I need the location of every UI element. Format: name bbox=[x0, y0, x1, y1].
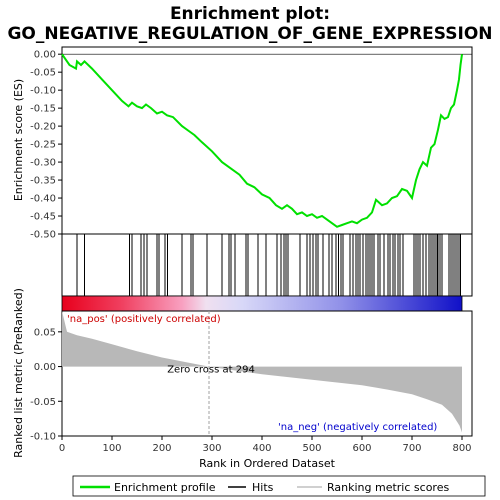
hits-panel bbox=[61, 233, 473, 297]
x-tick-label: 600 bbox=[352, 443, 371, 454]
legend: Enrichment profile Hits Ranking metric s… bbox=[72, 475, 486, 497]
legend-enrichment-label: Enrichment profile bbox=[114, 481, 216, 494]
enrichment-score-panel: 0.00 -0.05 -0.10 -0.15 -0.20 -0.25 -0.30 -0.35 -… bbox=[12, 46, 473, 241]
es-tick-label: -0.10 bbox=[30, 86, 56, 97]
x-tick-label: 700 bbox=[402, 443, 421, 454]
rank-tick-label: -0.05 bbox=[30, 397, 56, 408]
positive-correlation-label: 'na_pos' (positively correlated) bbox=[67, 314, 221, 325]
rank-y-axis-label: Ranked list metric (PreRanked) bbox=[12, 288, 25, 458]
x-tick-label: 400 bbox=[252, 443, 271, 454]
x-tick-label: 300 bbox=[202, 443, 221, 454]
ranked-metric-panel: 0.05 0.00 -0.05 -0.10 Zero cross at 294 'na… bbox=[12, 288, 473, 458]
es-y-axis-label: Enrichment score (ES) bbox=[12, 79, 25, 201]
x-tick-label: 0 bbox=[59, 443, 65, 454]
legend-hits-label: Hits bbox=[252, 481, 274, 494]
hits-panel-frame bbox=[61, 233, 473, 297]
es-tick-label: -0.15 bbox=[30, 104, 56, 115]
es-tick-label: -0.35 bbox=[30, 176, 56, 187]
rank-tick-label: -0.10 bbox=[30, 432, 56, 443]
enrichment-profile-line bbox=[61, 53, 463, 228]
rank-tick-label: 0.05 bbox=[34, 327, 56, 338]
es-tick-label: -0.50 bbox=[30, 230, 56, 241]
x-tick-label: 100 bbox=[102, 443, 121, 454]
x-tick-label: 200 bbox=[152, 443, 171, 454]
es-tick-label: -0.05 bbox=[30, 68, 56, 79]
x-tick-label: 500 bbox=[302, 443, 321, 454]
rank-y-ticks: 0.05 0.00 -0.05 -0.10 bbox=[30, 327, 62, 443]
es-panel-frame bbox=[61, 46, 473, 235]
legend-ranking-label: Ranking metric scores bbox=[327, 481, 449, 494]
hit-marks bbox=[76, 234, 461, 296]
chart-title-line2: GO_NEGATIVE_REGULATION_OF_GENE_EXPRESSIO… bbox=[7, 24, 492, 44]
zero-cross-label: Zero cross at 294 bbox=[167, 365, 255, 376]
es-tick-label: -0.30 bbox=[30, 158, 56, 169]
es-tick-label: -0.25 bbox=[30, 140, 56, 151]
es-tick-label: -0.40 bbox=[30, 194, 56, 205]
negative-correlation-label: 'na_neg' (negatively correlated) bbox=[278, 422, 437, 433]
rank-tick-label: 0.00 bbox=[34, 362, 56, 373]
legend-frame bbox=[72, 475, 486, 497]
x-tick-label: 800 bbox=[452, 443, 471, 454]
x-axis-ticks: 0 100 200 300 400 500 600 700 800 bbox=[59, 436, 472, 454]
es-tick-label: -0.45 bbox=[30, 212, 56, 223]
ranking-metric-area bbox=[62, 311, 462, 433]
es-tick-label: 0.00 bbox=[34, 50, 56, 61]
chart-title-line1: Enrichment plot: bbox=[170, 4, 330, 24]
x-axis-label: Rank in Ordered Dataset bbox=[199, 457, 336, 470]
es-y-ticks: 0.00 -0.05 -0.10 -0.15 -0.20 -0.25 -0.30 -0.35 -… bbox=[30, 50, 62, 241]
rank-color-bar bbox=[61, 295, 463, 312]
color-bar-strip bbox=[61, 295, 463, 312]
es-tick-label: -0.20 bbox=[30, 122, 56, 133]
